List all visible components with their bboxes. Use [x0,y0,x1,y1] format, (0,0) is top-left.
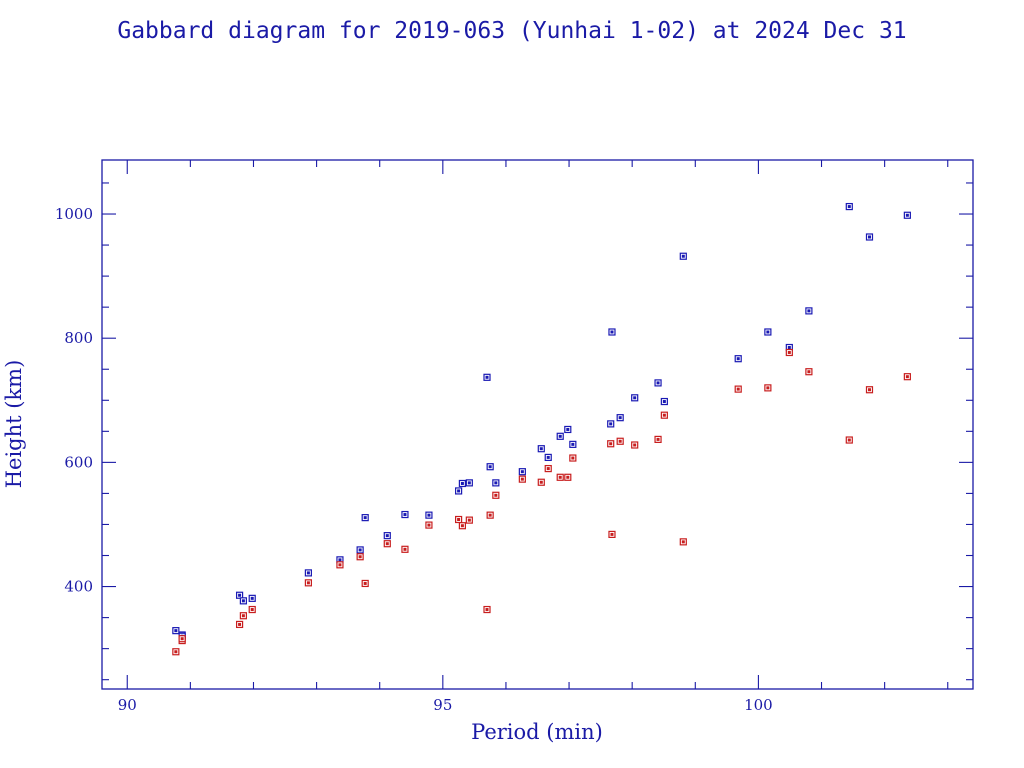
perigee-point [361,579,369,588]
apogee-point [304,569,312,577]
x-tick-label: 100 [744,696,773,714]
y-tick-label: 1000 [55,205,93,223]
perigee-series [172,348,911,656]
apogee-point [903,211,911,219]
apogee-point [172,627,180,635]
apogee-point [383,532,391,540]
data-points [172,202,911,656]
apogee-point [654,379,662,387]
apogee-point [356,546,364,554]
perigee-point [544,464,552,473]
perigee-point [172,648,180,656]
apogee-point [569,440,577,448]
perigee-point [764,384,772,392]
x-tick-label: 95 [433,696,452,714]
apogee-point [631,394,639,402]
perigee-point [248,605,256,614]
apogee-point [679,252,687,260]
perigee-point [608,530,616,539]
apogee-point [607,420,615,428]
perigee-point [425,521,433,529]
perigee-point [903,373,911,381]
perigee-point [336,561,344,569]
plot-frame [101,159,974,690]
perigee-point [356,553,364,561]
tick-labels: 90 95 100 400 600 800 1000 [55,205,773,714]
perigee-point [383,540,391,548]
apogee-point [764,328,772,336]
apogee-point [486,463,494,471]
perigee-point [607,440,615,448]
x-axis-label: Period (min) [471,720,603,744]
apogee-series [172,202,911,640]
perigee-point [235,620,244,629]
y-axis-label: Height (km) [2,360,26,489]
apogee-point [361,514,369,522]
perigee-point [486,511,494,519]
perigee-point [304,579,312,587]
apogee-point [239,597,247,605]
apogee-point [455,487,463,495]
perigee-point [865,386,874,394]
perigee-point [492,491,500,499]
apogee-point [805,307,813,315]
perigee-point [805,368,813,376]
y-tick-label: 400 [64,578,93,596]
perigee-point [569,454,577,462]
apogee-point [608,328,616,336]
apogee-point [492,479,500,487]
apogee-point [248,594,256,602]
perigee-point [465,516,473,524]
perigee-point [458,522,466,530]
apogee-point [425,511,433,519]
apogee-point [537,445,545,453]
y-tick-label: 800 [64,329,93,347]
y-tick-label: 600 [64,453,93,471]
perigee-point [537,478,545,486]
apogee-point [235,591,244,599]
apogee-point [616,414,624,422]
apogee-point [518,468,526,476]
apogee-point [465,479,473,487]
perigee-point [654,435,662,443]
perigee-point [518,475,526,483]
perigee-point [734,385,742,393]
axis-ticks [102,160,973,689]
perigee-point [556,473,564,481]
apogee-point [865,233,874,241]
apogee-point [734,355,742,363]
perigee-point [483,605,491,614]
perigee-point [401,545,409,553]
chart-title: Gabbard diagram for 2019-063 (Yunhai 1-0… [117,18,906,44]
apogee-point [556,432,564,440]
perigee-point [178,635,186,643]
perigee-point [616,437,624,445]
perigee-point [564,473,572,481]
apogee-point [483,373,491,381]
apogee-point [401,510,409,519]
apogee-point [544,453,552,462]
perigee-point [631,441,639,449]
perigee-point [845,436,853,444]
apogee-point [458,479,466,488]
perigee-point [679,538,687,546]
perigee-point [660,411,668,419]
x-tick-label: 90 [118,696,137,714]
apogee-point [564,425,572,434]
apogee-point [845,202,853,211]
apogee-point [660,397,668,406]
perigee-point [455,515,463,524]
perigee-point [785,348,793,357]
perigee-point [239,612,247,620]
